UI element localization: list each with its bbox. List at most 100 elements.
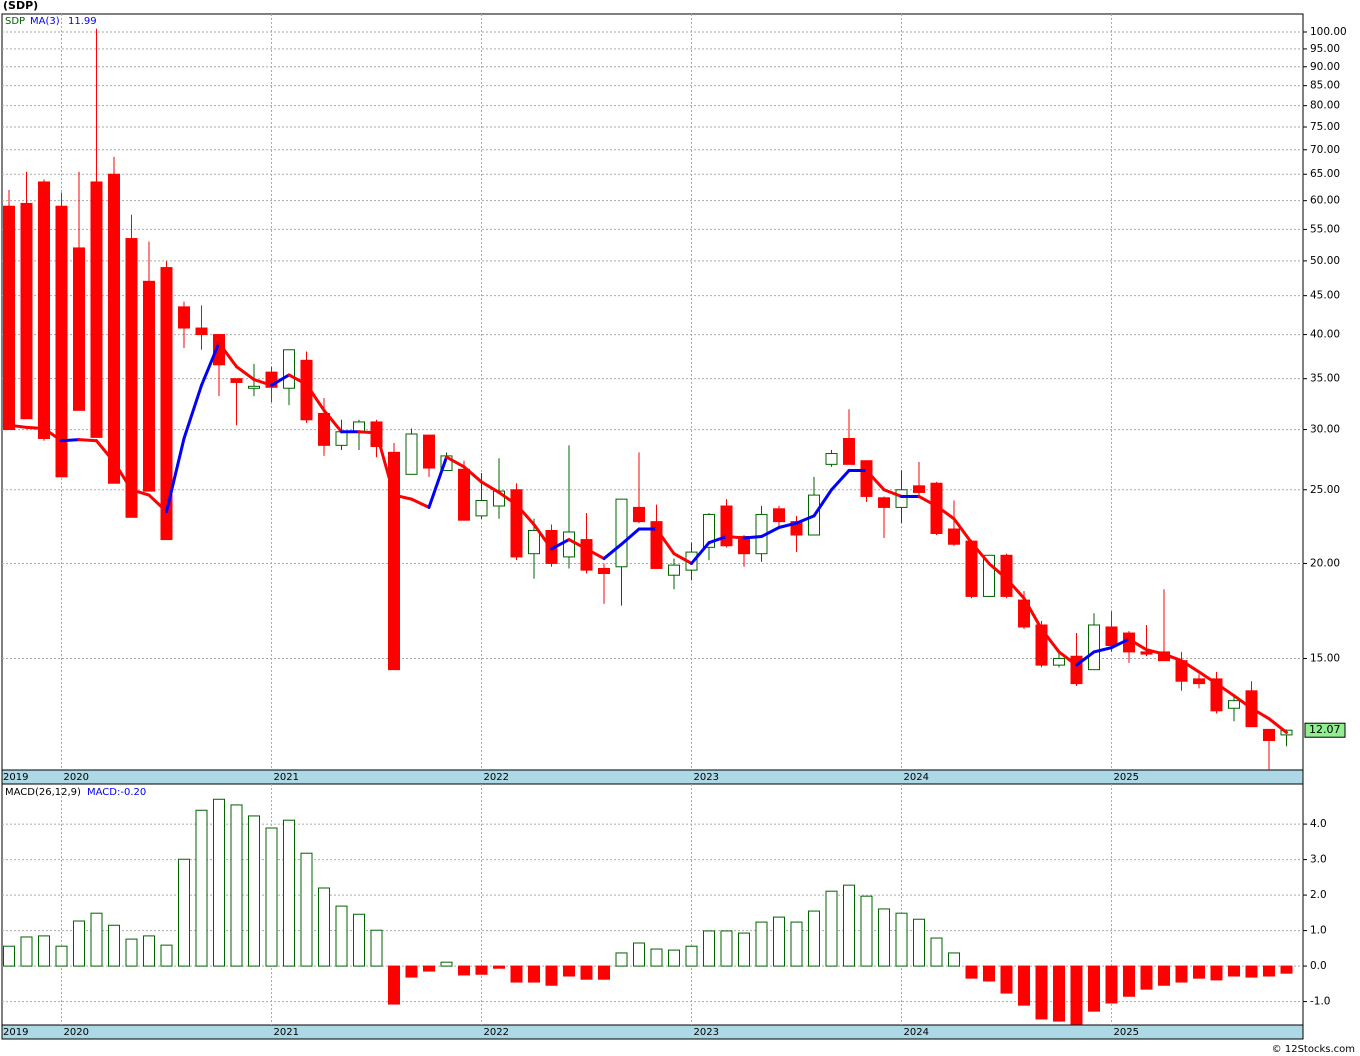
ma-line xyxy=(882,488,903,498)
ma-line xyxy=(602,542,623,561)
candle-body xyxy=(38,181,50,439)
candle-body xyxy=(1193,678,1205,685)
y-tick-label: 15.00 xyxy=(1310,652,1340,664)
x-tick-label: 2021 xyxy=(274,1027,299,1038)
candle-body xyxy=(423,434,435,469)
ma-line xyxy=(1092,646,1113,654)
macd-bar xyxy=(755,921,768,967)
ma-line xyxy=(375,431,396,497)
candle-body xyxy=(405,433,418,475)
ma-line xyxy=(952,517,973,545)
y-tick-label: 35.00 xyxy=(1310,373,1340,385)
ma-line xyxy=(1022,596,1043,631)
ma-line xyxy=(987,561,1008,581)
y-tick-label: 4.0 xyxy=(1310,818,1327,830)
y-tick-label: 75.00 xyxy=(1310,121,1340,133)
ma-line xyxy=(1250,706,1271,721)
macd-bar xyxy=(90,912,103,967)
ma-line xyxy=(1197,670,1218,686)
macd-bar xyxy=(1140,965,1153,990)
x-tick-label: 2021 xyxy=(274,772,299,783)
candle-body xyxy=(1140,651,1153,655)
candle-body xyxy=(825,453,838,465)
macd-bar xyxy=(930,937,943,967)
candle-body xyxy=(265,371,278,388)
ma-line xyxy=(305,382,326,412)
ma-line xyxy=(497,490,518,507)
candle-body xyxy=(248,385,260,389)
candle-body xyxy=(1105,626,1118,646)
date-strip xyxy=(1,769,1304,785)
ma-line xyxy=(60,438,81,443)
macd-bar xyxy=(983,965,995,982)
y-tick-label: 50.00 xyxy=(1310,255,1340,267)
macd-bar xyxy=(230,804,243,967)
candle-body xyxy=(913,485,925,493)
y-tick-label: 1.0 xyxy=(1310,925,1327,937)
candle-body xyxy=(1210,678,1223,712)
candle-body xyxy=(458,468,470,521)
ma-line xyxy=(165,436,186,514)
y-tick-label: 95.00 xyxy=(1310,43,1340,55)
candle-body xyxy=(580,539,593,571)
ma-line xyxy=(567,538,588,551)
x-tick-label: 2020 xyxy=(64,1027,89,1038)
macd-bar xyxy=(3,945,15,967)
ma-line xyxy=(812,488,833,518)
ma-line xyxy=(322,408,343,434)
candle-body xyxy=(90,181,103,438)
ma-line xyxy=(1267,717,1288,734)
ma-line xyxy=(620,527,641,546)
ma-line xyxy=(865,469,886,492)
macd-bar xyxy=(1210,965,1223,981)
macd-bar xyxy=(860,895,873,967)
candle-body xyxy=(878,497,890,508)
candle-body xyxy=(73,247,85,411)
candle-body xyxy=(598,567,610,575)
macd-bar xyxy=(1280,965,1293,974)
ma-line xyxy=(1057,650,1078,667)
candle-body xyxy=(668,564,680,576)
macd-bar xyxy=(1053,965,1065,1022)
y-tick-label: 85.00 xyxy=(1310,80,1340,92)
candle-body xyxy=(615,498,628,568)
macd-bar xyxy=(1228,965,1240,977)
y-tick-label: 45.00 xyxy=(1310,290,1340,302)
candle-body xyxy=(650,521,663,569)
macd-bar xyxy=(73,920,85,967)
macd-bar xyxy=(20,936,33,967)
ma-line xyxy=(655,527,676,556)
macd-bar xyxy=(335,905,348,967)
ma-line xyxy=(42,426,63,443)
ma-line xyxy=(462,465,483,484)
macd-bar xyxy=(300,852,313,967)
ma-line xyxy=(480,480,501,494)
y-tick-label: 3.0 xyxy=(1310,854,1327,866)
macd-bar xyxy=(248,815,260,967)
ma-line xyxy=(777,521,798,530)
macd-bar xyxy=(1000,965,1013,994)
y-tick-label: 30.00 xyxy=(1310,424,1340,436)
ma-line xyxy=(725,535,746,540)
macd-bar xyxy=(720,930,733,967)
macd-bar xyxy=(160,944,173,967)
macd-bar xyxy=(598,965,610,980)
macd-bar xyxy=(213,798,225,967)
macd-bar xyxy=(143,935,155,967)
ma-line xyxy=(410,497,431,509)
candle-body xyxy=(843,437,855,465)
ma-line xyxy=(707,535,728,545)
ma-line xyxy=(77,438,98,443)
candle-body xyxy=(633,506,645,523)
y-tick-label: 2.0 xyxy=(1310,889,1327,901)
y-tick-label: 55.00 xyxy=(1310,223,1340,235)
candle-body xyxy=(475,500,488,517)
x-tick-label: 2023 xyxy=(694,1027,719,1038)
ma-line xyxy=(1075,650,1096,667)
ma-line xyxy=(392,493,413,501)
candle-body xyxy=(510,489,523,558)
ma-line xyxy=(742,535,763,540)
ma-line xyxy=(445,455,466,469)
candle-body xyxy=(948,528,960,545)
